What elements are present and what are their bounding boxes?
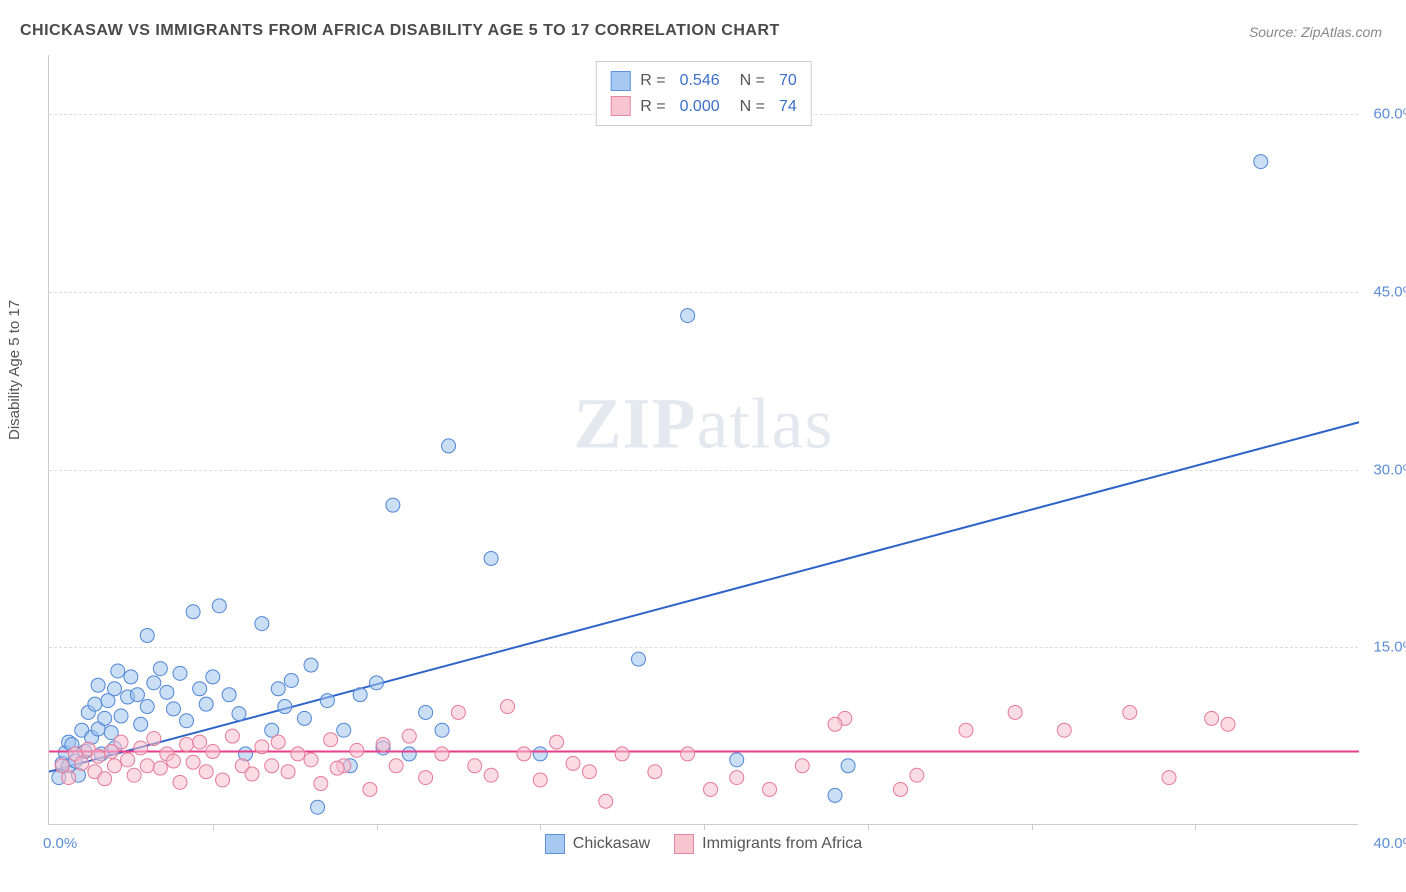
y-tick-label: 15.0%: [1373, 639, 1406, 656]
chart-container: CHICKASAW VS IMMIGRANTS FROM AFRICA DISA…: [0, 0, 1406, 892]
x-tick-max: 40.0%: [1373, 835, 1406, 852]
legend-item: Chickasaw: [545, 834, 650, 854]
legend-item: Immigrants from Africa: [674, 834, 862, 854]
legend-row: R =0.000N =74: [610, 94, 797, 120]
y-tick-label: 45.0%: [1373, 283, 1406, 300]
y-tick-label: 60.0%: [1373, 106, 1406, 123]
source-label: Source: ZipAtlas.com: [1249, 24, 1382, 40]
legend-row: R =0.546N =70: [610, 68, 797, 94]
y-axis-label: Disability Age 5 to 17: [6, 300, 23, 440]
correlation-legend: R =0.546N =70R =0.000N =74: [595, 61, 812, 126]
chart-title: CHICKASAW VS IMMIGRANTS FROM AFRICA DISA…: [20, 22, 780, 40]
y-tick-label: 30.0%: [1373, 461, 1406, 478]
plot-area: ZIPatlas 15.0%30.0%45.0%60.0% R =0.546N …: [48, 55, 1358, 825]
series-legend: Chickasaw Immigrants from Africa: [49, 834, 1358, 854]
scatter-svg: [49, 55, 1358, 824]
